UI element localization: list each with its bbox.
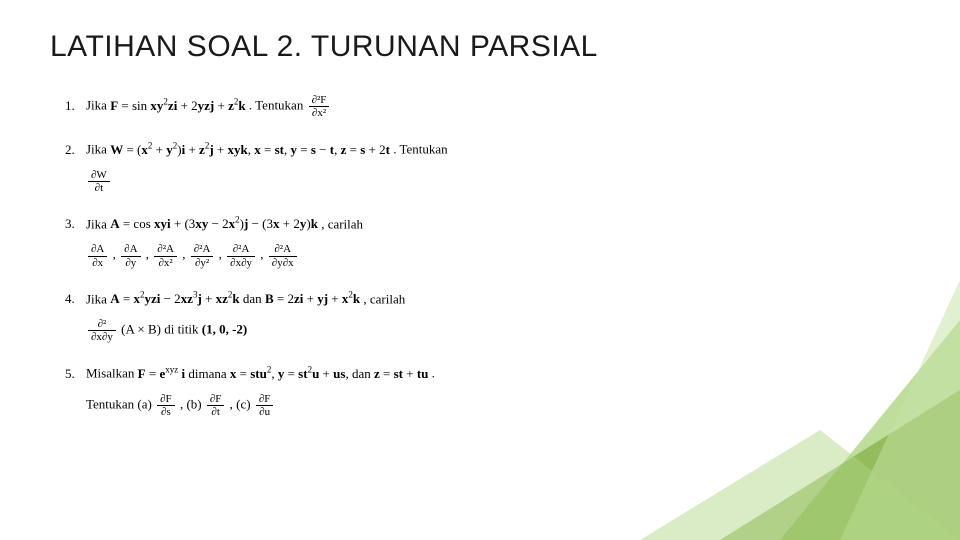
p5-pa: ∂F∂s	[157, 393, 175, 418]
p2-lead: Jika	[86, 142, 110, 157]
p5-l2lead: Tentukan (a)	[86, 396, 155, 411]
p4-line2: ∂² ∂x∂y (A × B) di titik (1, 0, -2)	[86, 318, 910, 343]
p3-d4: ∂²A∂y²	[191, 243, 214, 268]
p2-line2: ∂W ∂t	[86, 169, 910, 194]
p2-deriv: ∂W ∂t	[88, 169, 110, 194]
p4-tail: , carilah	[363, 291, 405, 306]
problem-list: Jika F = sin xy2zi + 2yzj + z2k . Tentuk…	[50, 94, 910, 418]
p3-d2: ∂A∂y	[121, 243, 140, 268]
p3-d1: ∂A∂x	[88, 243, 107, 268]
problem-3: Jika A = cos xyi + (3xy − 2x2)j − (3x + …	[78, 214, 910, 269]
p5-tail: .	[432, 366, 435, 381]
p4-expr: A = x2yzi − 2xz3j + xz2k dan B = 2zi + y…	[110, 291, 360, 306]
p3-d5: ∂²A∂x∂y	[227, 243, 255, 268]
problem-5: Misalkan F = exyz i dimana x = stu2, y =…	[78, 363, 910, 418]
p4-mid: (A × B) di titik	[121, 322, 202, 337]
slide: LATIHAN SOAL 2. TURUNAN PARSIAL Jika F =…	[0, 0, 960, 540]
problem-list-container: Jika F = sin xy2zi + 2yzj + z2k . Tentuk…	[50, 94, 910, 418]
p5-pb: ∂F∂t	[207, 393, 225, 418]
problem-1: Jika F = sin xy2zi + 2yzj + z2k . Tentuk…	[78, 94, 910, 119]
p3-lead: Jika	[86, 216, 110, 231]
p5-expr: F = exyz i dimana x = stu2, y = st2u + u…	[138, 366, 429, 381]
p3-expr: A = cos xyi + (3xy − 2x2)j − (3x + 2y)k	[110, 216, 318, 231]
p3-line2: ∂A∂x , ∂A∂y , ∂²A∂x² , ∂²A∂y² , ∂²A∂x∂y …	[86, 243, 910, 268]
p1-lead: Jika	[86, 98, 110, 113]
p5-line2: Tentukan (a) ∂F∂s , (b) ∂F∂t , (c) ∂F∂u	[86, 393, 910, 418]
p4-point: (1, 0, -2)	[202, 322, 248, 337]
p2-tail: . Tentukan	[393, 142, 447, 157]
p2-expr: W = (x2 + y2)i + z2j + xyk, x = st, y = …	[110, 142, 390, 157]
p1-expr: F = sin xy2zi + 2yzj + z2k	[110, 98, 245, 113]
p1-tail: . Tentukan	[249, 98, 307, 113]
p5-pc: ∂F∂u	[256, 393, 274, 418]
p3-d3: ∂²A∂x²	[154, 243, 177, 268]
p4-deriv: ∂² ∂x∂y	[88, 318, 116, 343]
p3-tail: , carilah	[321, 216, 363, 231]
p4-lead: Jika	[86, 291, 110, 306]
p3-d6: ∂²A∂y∂x	[269, 243, 297, 268]
problem-4: Jika A = x2yzi − 2xz3j + xz2k dan B = 2z…	[78, 289, 910, 344]
p5-lead: Misalkan	[86, 366, 138, 381]
p1-deriv: ∂²F ∂x²	[309, 94, 330, 119]
slide-title: LATIHAN SOAL 2. TURUNAN PARSIAL	[50, 30, 910, 64]
problem-2: Jika W = (x2 + y2)i + z2j + xyk, x = st,…	[78, 139, 910, 194]
